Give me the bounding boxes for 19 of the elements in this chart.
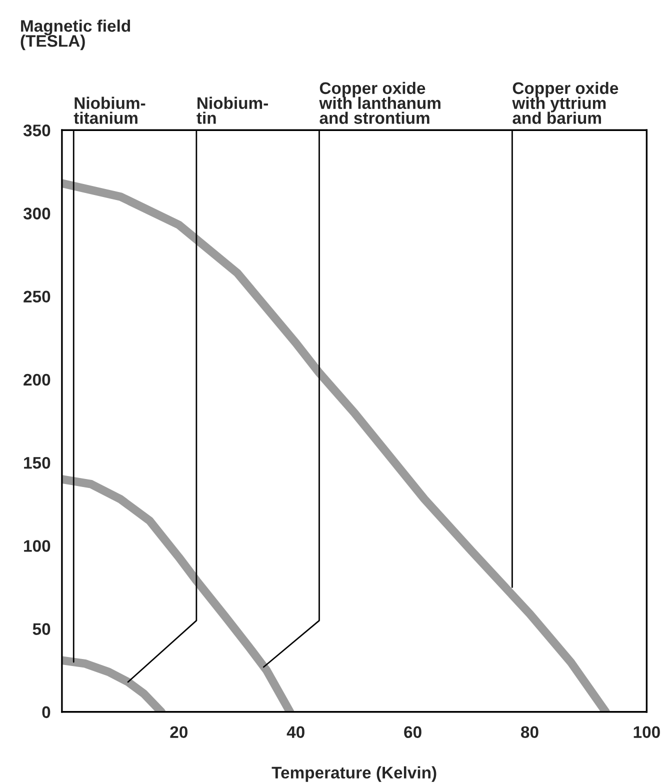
x-axis-title: Temperature (Kelvin) <box>272 766 436 782</box>
x-tick-label: 40 <box>286 726 304 738</box>
annotation: Copper oxide with yttrium and barium <box>512 82 618 124</box>
x-tick-label: 80 <box>520 726 538 738</box>
y-tick-label: 50 <box>32 623 50 635</box>
annotation: Copper oxide with lanthanum and strontium <box>319 82 440 124</box>
x-tick-label: 100 <box>634 726 660 738</box>
annotation: Niobium- titanium <box>74 96 146 124</box>
annotation: Niobium- tin <box>196 96 268 124</box>
x-tick-label: 20 <box>170 726 188 738</box>
y-tick-label: 200 <box>24 374 50 386</box>
y-tick-label: 0 <box>42 706 50 718</box>
y-tick-label: 150 <box>24 456 50 469</box>
y-tick-label: 300 <box>23 208 50 220</box>
y-tick-label: 250 <box>24 290 50 303</box>
x-tick-label: 60 <box>404 726 422 738</box>
y-tick-label: 100 <box>24 540 50 552</box>
y-axis-title: Magnetic field (TESLA) <box>20 20 130 50</box>
y-tick-label: 350 <box>23 124 50 136</box>
